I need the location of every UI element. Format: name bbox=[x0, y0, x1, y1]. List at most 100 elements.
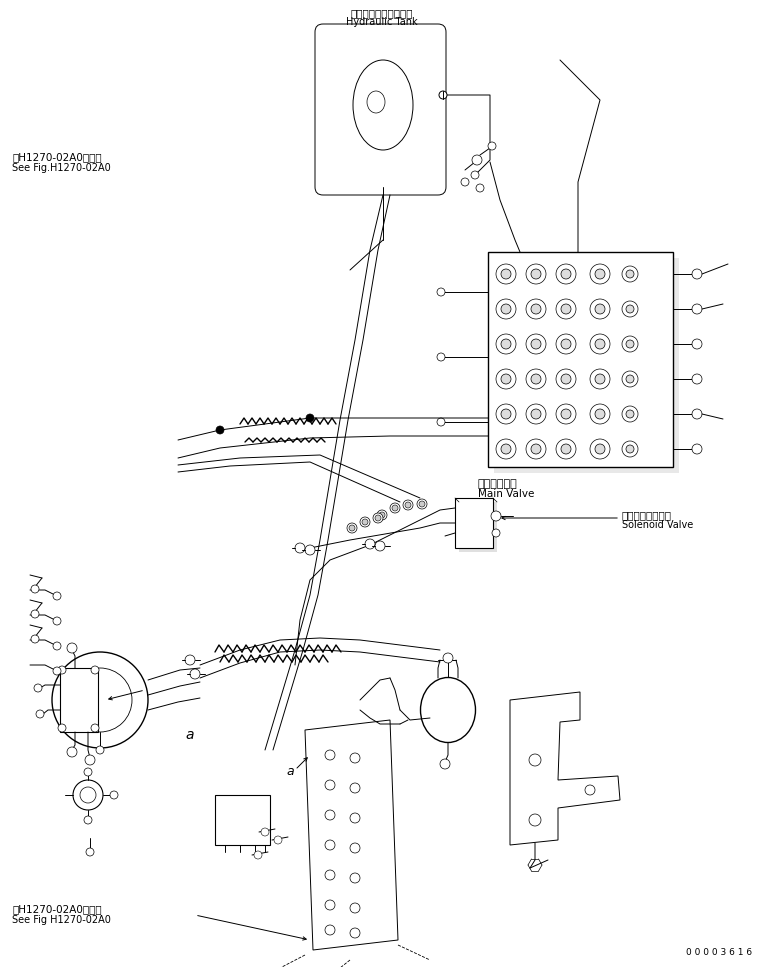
Circle shape bbox=[67, 747, 77, 757]
Bar bbox=[494, 258, 679, 473]
Circle shape bbox=[501, 339, 511, 349]
Circle shape bbox=[379, 512, 385, 518]
Circle shape bbox=[350, 783, 360, 793]
Bar bbox=[459, 502, 497, 552]
Circle shape bbox=[626, 410, 634, 418]
Circle shape bbox=[692, 269, 702, 279]
Circle shape bbox=[492, 529, 500, 537]
Circle shape bbox=[692, 339, 702, 349]
Circle shape bbox=[52, 652, 148, 748]
Circle shape bbox=[350, 813, 360, 823]
Ellipse shape bbox=[353, 60, 413, 150]
Circle shape bbox=[439, 91, 447, 99]
Circle shape bbox=[491, 511, 501, 521]
Text: 0 0 0 0 3 6 1 6: 0 0 0 0 3 6 1 6 bbox=[686, 948, 752, 957]
Circle shape bbox=[595, 304, 605, 314]
Circle shape bbox=[472, 155, 482, 165]
Circle shape bbox=[375, 541, 385, 551]
Circle shape bbox=[347, 523, 357, 533]
Circle shape bbox=[529, 754, 541, 766]
Circle shape bbox=[622, 406, 638, 422]
Circle shape bbox=[590, 334, 610, 354]
Circle shape bbox=[626, 375, 634, 383]
Text: ハイドロリックタンク: ハイドロリックタンク bbox=[351, 8, 413, 18]
Circle shape bbox=[34, 684, 42, 692]
Circle shape bbox=[590, 264, 610, 284]
Text: a: a bbox=[287, 765, 294, 778]
Circle shape bbox=[190, 669, 200, 679]
Circle shape bbox=[86, 848, 94, 856]
Circle shape bbox=[501, 269, 511, 279]
Circle shape bbox=[561, 339, 571, 349]
Circle shape bbox=[529, 814, 541, 826]
Circle shape bbox=[692, 374, 702, 384]
Circle shape bbox=[585, 785, 595, 795]
Circle shape bbox=[31, 635, 39, 643]
Circle shape bbox=[626, 305, 634, 313]
Circle shape bbox=[325, 810, 335, 820]
Circle shape bbox=[561, 304, 571, 314]
Circle shape bbox=[501, 444, 511, 454]
Text: メインバルブ: メインバルブ bbox=[478, 479, 518, 489]
Circle shape bbox=[73, 780, 103, 810]
Circle shape bbox=[365, 539, 375, 549]
Circle shape bbox=[556, 334, 576, 354]
Circle shape bbox=[350, 928, 360, 938]
Circle shape bbox=[556, 299, 576, 319]
Circle shape bbox=[325, 750, 335, 760]
Circle shape bbox=[526, 334, 546, 354]
Circle shape bbox=[488, 142, 496, 150]
Circle shape bbox=[325, 780, 335, 790]
Circle shape bbox=[53, 592, 61, 600]
Circle shape bbox=[306, 414, 314, 422]
Circle shape bbox=[626, 445, 634, 453]
Circle shape bbox=[110, 791, 118, 799]
FancyBboxPatch shape bbox=[315, 24, 446, 195]
Text: 第H1270-02A0図参照: 第H1270-02A0図参照 bbox=[12, 904, 102, 914]
Circle shape bbox=[595, 374, 605, 384]
Text: See Fig H1270-02A0: See Fig H1270-02A0 bbox=[12, 915, 111, 925]
Circle shape bbox=[556, 264, 576, 284]
Circle shape bbox=[622, 371, 638, 387]
Circle shape bbox=[590, 369, 610, 389]
Circle shape bbox=[377, 510, 387, 520]
Circle shape bbox=[325, 840, 335, 850]
Circle shape bbox=[350, 843, 360, 853]
Circle shape bbox=[531, 444, 541, 454]
Text: Solenoid Valve: Solenoid Valve bbox=[622, 520, 693, 530]
Circle shape bbox=[561, 374, 571, 384]
Circle shape bbox=[526, 264, 546, 284]
Circle shape bbox=[350, 753, 360, 763]
Polygon shape bbox=[510, 692, 620, 845]
Circle shape bbox=[496, 439, 516, 459]
Circle shape bbox=[501, 304, 511, 314]
Text: Hydraulic Tank: Hydraulic Tank bbox=[347, 17, 418, 27]
Circle shape bbox=[526, 299, 546, 319]
Text: See Fig.H1270-02A0: See Fig.H1270-02A0 bbox=[12, 163, 111, 173]
Circle shape bbox=[325, 900, 335, 910]
Circle shape bbox=[496, 369, 516, 389]
Circle shape bbox=[526, 369, 546, 389]
Circle shape bbox=[375, 515, 381, 521]
Circle shape bbox=[96, 746, 104, 754]
Circle shape bbox=[531, 339, 541, 349]
Circle shape bbox=[590, 299, 610, 319]
Circle shape bbox=[622, 266, 638, 282]
Circle shape bbox=[590, 439, 610, 459]
Text: Main Valve: Main Valve bbox=[478, 489, 534, 499]
Circle shape bbox=[531, 409, 541, 419]
Circle shape bbox=[595, 269, 605, 279]
Circle shape bbox=[405, 502, 411, 508]
Circle shape bbox=[501, 374, 511, 384]
Circle shape bbox=[437, 418, 445, 426]
Circle shape bbox=[595, 409, 605, 419]
Circle shape bbox=[84, 816, 92, 824]
Circle shape bbox=[556, 404, 576, 424]
Circle shape bbox=[556, 439, 576, 459]
Circle shape bbox=[91, 724, 99, 732]
Circle shape bbox=[68, 668, 132, 732]
Bar bbox=[455, 498, 493, 548]
Circle shape bbox=[390, 503, 400, 513]
Ellipse shape bbox=[367, 91, 385, 113]
Text: 第H1270-02A0図参照: 第H1270-02A0図参照 bbox=[12, 152, 102, 162]
